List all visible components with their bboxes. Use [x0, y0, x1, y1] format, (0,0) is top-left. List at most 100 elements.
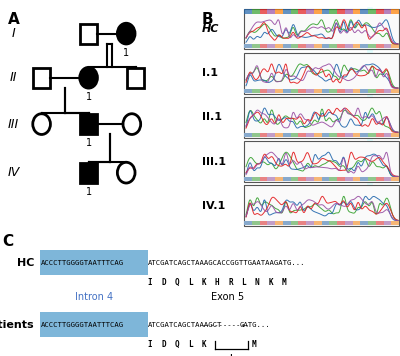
Bar	[384, 44, 391, 48]
Bar	[290, 44, 298, 48]
Circle shape	[123, 114, 141, 135]
Text: HC: HC	[17, 257, 34, 268]
Bar	[290, 133, 298, 137]
Bar	[322, 89, 329, 93]
Bar	[260, 89, 267, 93]
Text: Exon 5: Exon 5	[212, 292, 244, 303]
Bar	[368, 133, 376, 137]
Bar	[391, 89, 399, 93]
Bar	[322, 133, 329, 137]
Text: I: I	[12, 27, 15, 40]
Bar	[244, 177, 399, 181]
Bar	[322, 221, 329, 225]
Text: III: III	[8, 117, 19, 131]
Text: 1: 1	[86, 187, 92, 197]
Bar	[368, 89, 376, 93]
Bar	[290, 177, 298, 181]
Text: I: I	[148, 340, 152, 349]
Bar	[298, 133, 306, 137]
Text: ACCCTTGGGGTAATTTCAG: ACCCTTGGGGTAATTTCAG	[41, 260, 124, 266]
Bar	[352, 89, 360, 93]
Bar	[267, 133, 275, 137]
Bar	[337, 44, 345, 48]
Text: ATCGATCAGCTAAAGCT: ATCGATCAGCTAAAGCT	[148, 322, 222, 328]
Bar	[275, 133, 283, 137]
Bar	[345, 221, 352, 225]
Bar	[267, 9, 275, 14]
Bar	[80, 23, 97, 43]
Bar	[275, 89, 283, 93]
Text: 1: 1	[86, 138, 92, 148]
Bar	[314, 44, 322, 48]
Text: D: D	[161, 340, 166, 349]
Bar	[267, 221, 275, 225]
Bar	[360, 44, 368, 48]
Bar	[345, 9, 352, 14]
Bar	[329, 9, 337, 14]
Bar	[384, 221, 391, 225]
Bar	[345, 44, 352, 48]
Bar	[244, 44, 399, 48]
Bar	[360, 177, 368, 181]
Bar	[352, 133, 360, 137]
Text: L: L	[188, 340, 192, 349]
Bar	[329, 133, 337, 137]
Bar	[252, 221, 260, 225]
Text: II: II	[10, 71, 17, 84]
Bar	[376, 177, 384, 181]
Bar	[368, 44, 376, 48]
Bar	[314, 177, 322, 181]
Bar	[283, 44, 290, 48]
Bar	[244, 89, 252, 93]
Bar	[298, 9, 306, 14]
Bar	[244, 9, 399, 49]
Bar	[322, 9, 329, 14]
Bar	[244, 53, 399, 94]
Bar	[329, 89, 337, 93]
Bar	[244, 44, 252, 48]
Bar	[368, 177, 376, 181]
Bar	[360, 133, 368, 137]
Bar	[360, 9, 368, 14]
Text: I.1: I.1	[202, 68, 218, 78]
Bar	[260, 9, 267, 14]
Bar	[80, 163, 97, 183]
Text: 1: 1	[123, 48, 129, 58]
Bar	[244, 141, 399, 182]
Text: L: L	[242, 278, 246, 287]
Bar	[314, 89, 322, 93]
Bar	[376, 44, 384, 48]
Bar	[352, 9, 360, 14]
Bar	[306, 89, 314, 93]
Bar	[275, 221, 283, 225]
Text: HC: HC	[202, 24, 219, 34]
Bar	[260, 177, 267, 181]
Bar	[283, 221, 290, 225]
Text: K: K	[268, 278, 273, 287]
Bar	[252, 89, 260, 93]
Bar	[252, 44, 260, 48]
Text: 1: 1	[86, 92, 92, 102]
Bar	[260, 221, 267, 225]
Bar	[345, 89, 352, 93]
Bar	[306, 221, 314, 225]
Bar	[314, 221, 322, 225]
Bar	[360, 89, 368, 93]
Bar	[391, 44, 399, 48]
Bar	[260, 44, 267, 48]
Bar	[384, 9, 391, 14]
Bar	[384, 133, 391, 137]
Bar	[244, 133, 399, 137]
Bar	[283, 177, 290, 181]
Bar	[329, 177, 337, 181]
Bar	[283, 89, 290, 93]
Bar	[244, 185, 399, 226]
Circle shape	[117, 162, 135, 183]
Bar	[267, 89, 275, 93]
Bar	[337, 89, 345, 93]
Bar	[275, 177, 283, 181]
Bar	[329, 44, 337, 48]
Text: -----------: -----------	[202, 322, 250, 328]
Text: Patients: Patients	[0, 320, 34, 330]
Bar	[298, 221, 306, 225]
